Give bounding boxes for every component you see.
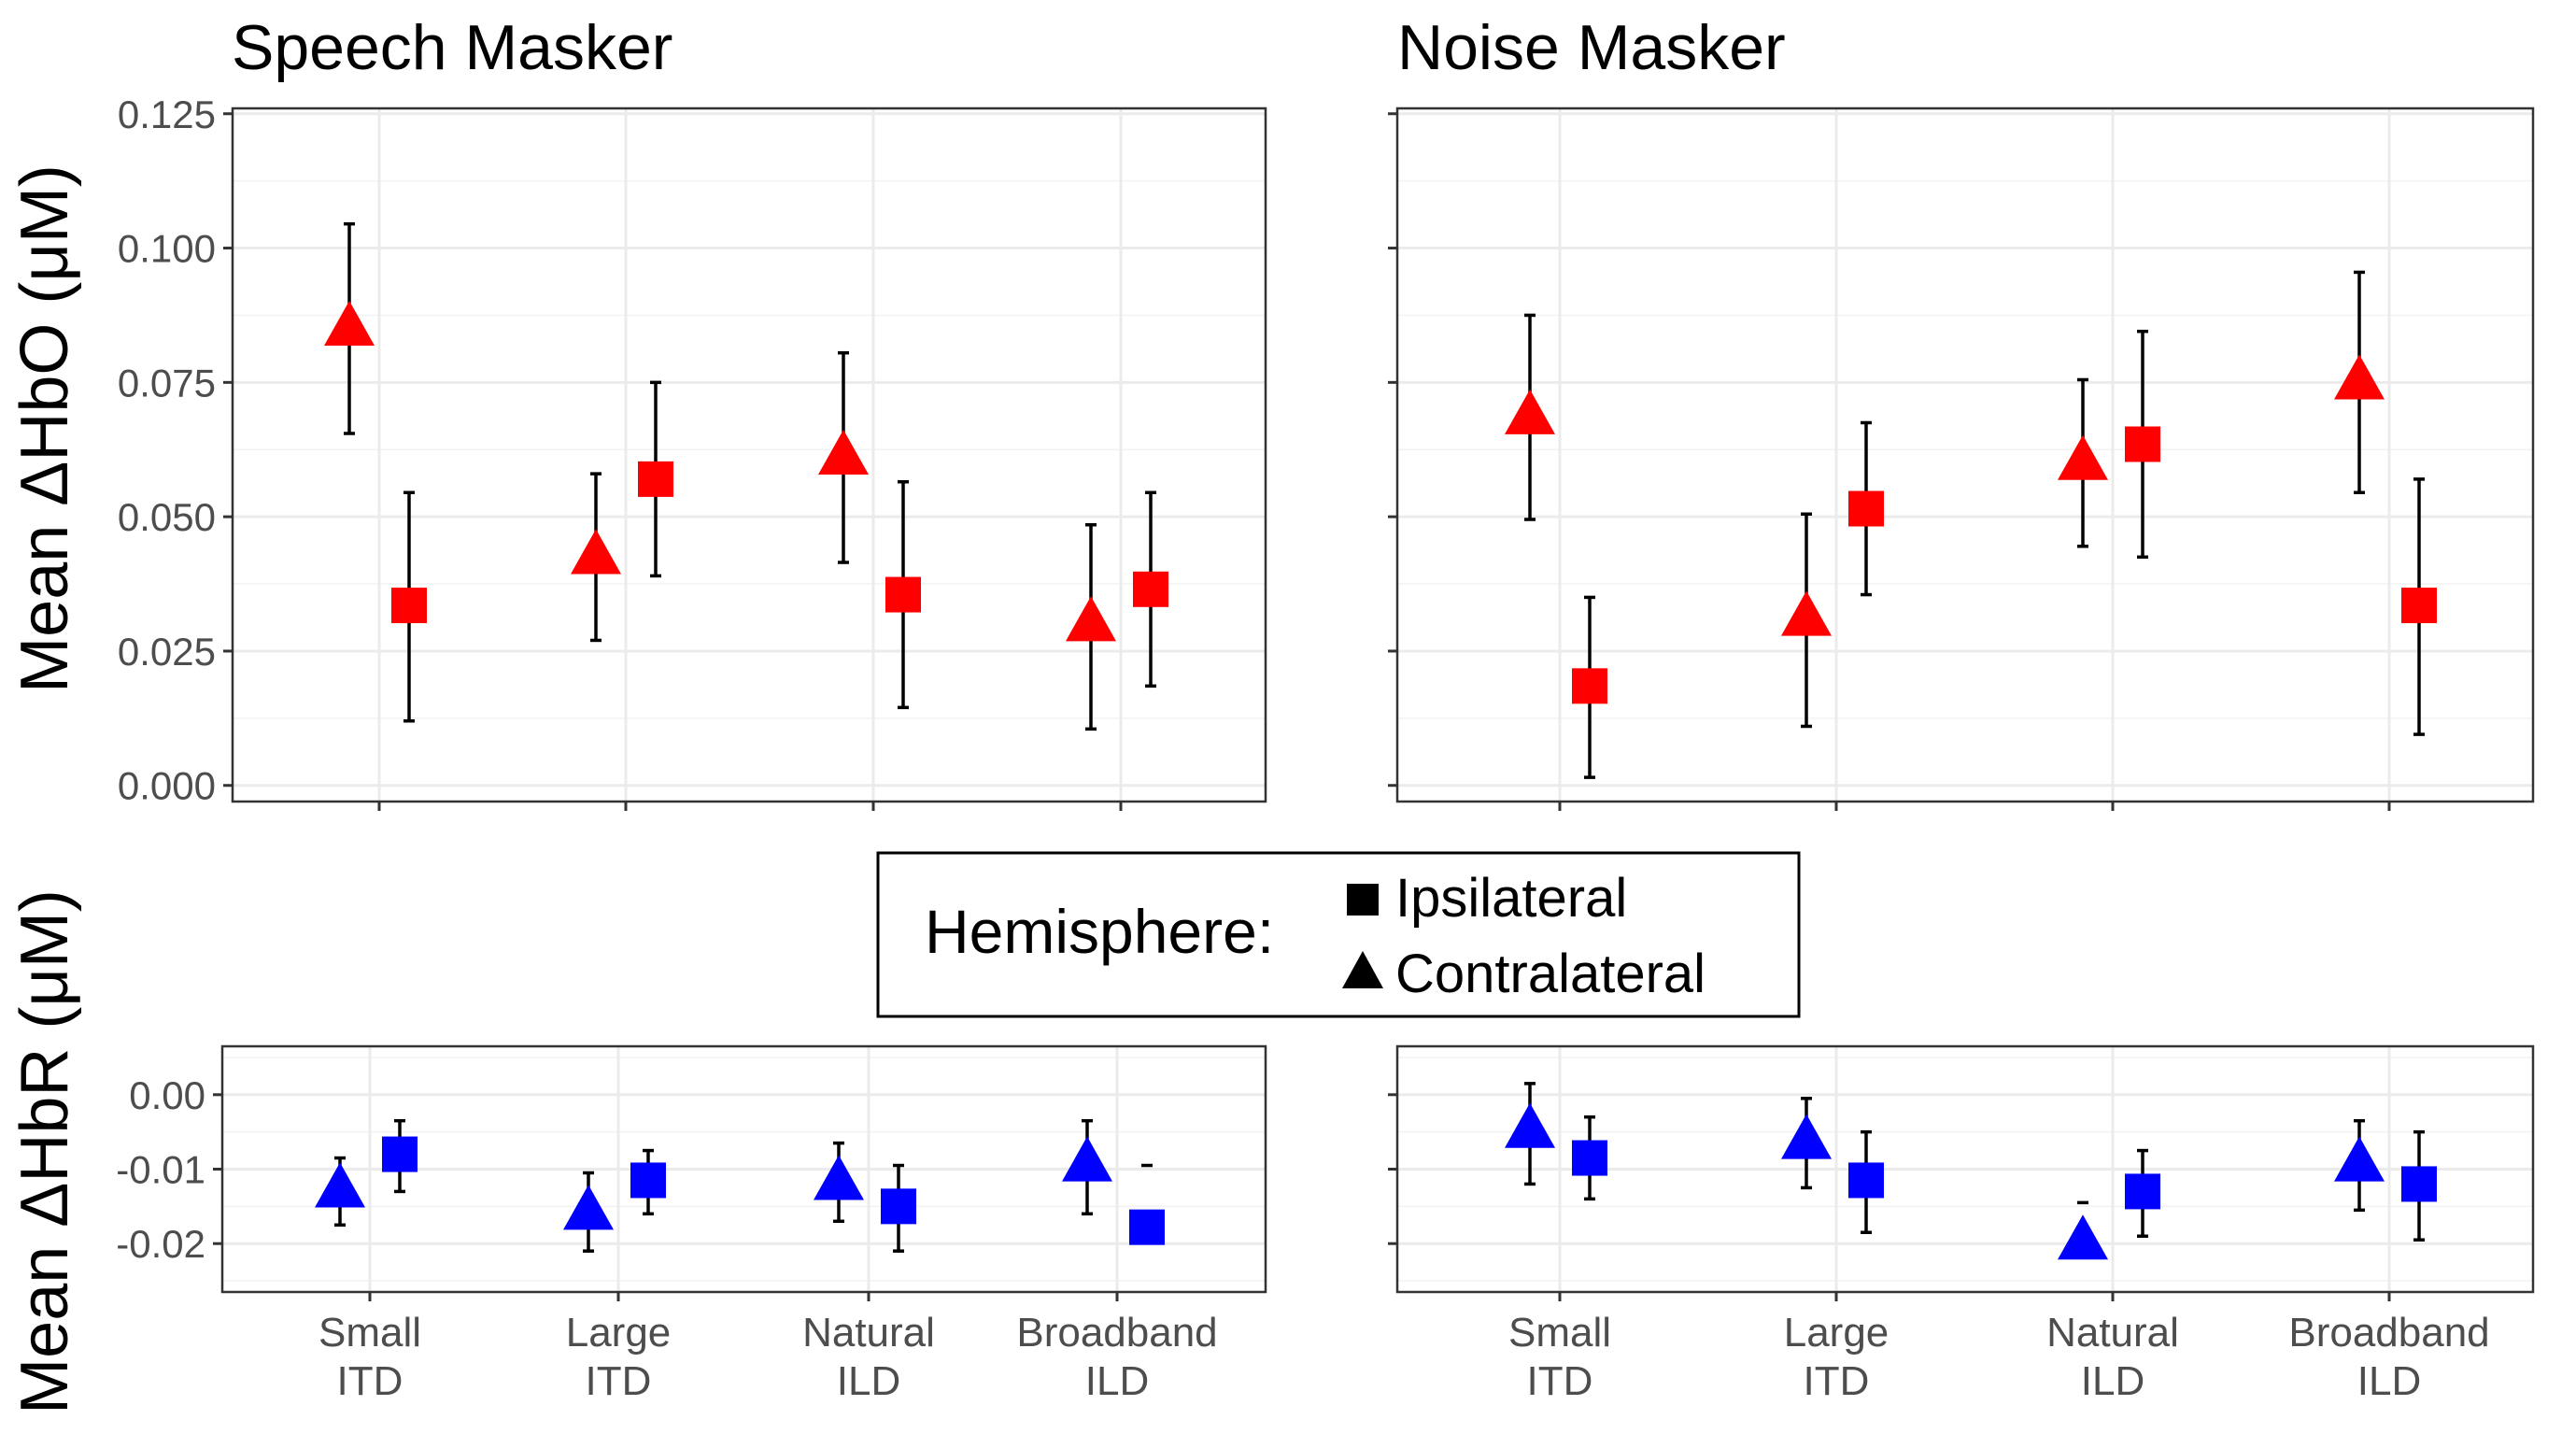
panel-background: [233, 108, 1266, 802]
legend-label-ipsilateral: Ipsilateral: [1395, 868, 1627, 929]
x-tick-label: Natural: [802, 1310, 935, 1356]
ipsilateral-point: [391, 588, 427, 624]
x-tick-label: ITD: [586, 1358, 652, 1404]
y-tick-label: 0.075: [118, 361, 216, 405]
contralateral-point: [2334, 354, 2385, 400]
legend: Hemisphere: Ipsilateral Contralateral: [876, 851, 1801, 1018]
x-tick-label: ILD: [1085, 1358, 1149, 1404]
legend-triangle-icon: [1342, 951, 1383, 988]
x-tick-label: Large: [566, 1310, 672, 1356]
x-tick-label: Large: [1784, 1310, 1890, 1356]
panel-border: [231, 106, 1267, 803]
legend-label-contralateral: Contralateral: [1395, 944, 1706, 1004]
ipsilateral-point: [382, 1136, 418, 1172]
contralateral-point: [563, 1185, 614, 1230]
legend-title: Hemisphere:: [925, 897, 1274, 966]
y-tick-label: 0.025: [118, 630, 216, 674]
ipsilateral-point: [1848, 1162, 1884, 1199]
contralateral-point: [1062, 1136, 1112, 1182]
ipsilateral-point: [638, 461, 673, 497]
ipsilateral-point: [1129, 1209, 1165, 1245]
panel-hbr-speech: 0.00-0.01-0.02SmallITDLargeITDNaturalILD…: [116, 1044, 1267, 1404]
contralateral-point: [315, 1162, 365, 1208]
title-speech-masker: Speech Masker: [232, 12, 672, 83]
x-tick-label: ILD: [2357, 1358, 2421, 1404]
legend-square-icon: [1347, 884, 1379, 916]
x-tick-label: ILD: [837, 1358, 900, 1404]
x-tick-label: ITD: [337, 1358, 403, 1404]
panel-hbo-speech: 0.000 0.025 0.050 0.075 0.100 0.125: [118, 92, 1267, 811]
contralateral-point: [571, 529, 621, 575]
ipsilateral-point: [630, 1162, 666, 1199]
x-tick-label: Natural: [2046, 1310, 2179, 1356]
panel-border: [220, 1044, 1267, 1294]
ipsilateral-point: [2125, 1173, 2160, 1210]
title-noise-masker: Noise Masker: [1397, 12, 1786, 83]
panel-border: [1395, 1044, 2535, 1294]
x-tick-label: Small: [318, 1310, 421, 1356]
contralateral-point: [1781, 1114, 1832, 1159]
y-tick-label: 0.125: [118, 92, 216, 136]
ipsilateral-point: [885, 576, 921, 613]
x-tick-label: ITD: [1804, 1358, 1870, 1404]
ipsilateral-point: [1848, 490, 1884, 527]
x-tick-label: Broadband: [2288, 1310, 2489, 1356]
y-axis-title-hbo: Mean ΔHbO (μM): [7, 164, 82, 693]
contralateral-point: [818, 430, 869, 476]
ipsilateral-point: [2401, 1166, 2437, 1202]
legend-box: [876, 851, 1801, 1018]
ipsilateral-point: [1572, 668, 1607, 704]
contralateral-point: [1505, 1102, 1555, 1148]
ipsilateral-point: [1133, 571, 1168, 607]
y-tick-label: 0.00: [129, 1073, 205, 1117]
y-tick-label: 0.050: [118, 495, 216, 539]
panel-background: [1397, 108, 2533, 802]
contralateral-point: [1066, 596, 1116, 642]
contralateral-point: [814, 1155, 864, 1200]
contralateral-point: [2058, 434, 2108, 480]
ipsilateral-point: [2125, 426, 2160, 462]
contralateral-point: [2334, 1136, 2385, 1182]
contralateral-point: [324, 300, 375, 347]
x-tick-label: Small: [1508, 1310, 1611, 1356]
y-tick-label: -0.02: [116, 1222, 205, 1266]
ipsilateral-point: [1572, 1140, 1607, 1176]
contralateral-point: [1505, 389, 1555, 434]
contralateral-point: [1781, 590, 1832, 636]
ipsilateral-point: [881, 1188, 916, 1225]
contralateral-point: [2058, 1214, 2108, 1260]
x-tick-label: ITD: [1527, 1358, 1593, 1404]
ipsilateral-point: [2401, 588, 2437, 624]
x-tick-label: ILD: [2081, 1358, 2144, 1404]
panel-hbo-noise: [1388, 106, 2535, 811]
x-tick-label: Broadband: [1016, 1310, 1217, 1356]
y-tick-label: -0.01: [116, 1148, 205, 1192]
y-axis-title-hbr: Mean ΔHbR (μM): [7, 889, 82, 1414]
y-tick-label: 0.100: [118, 227, 216, 271]
y-tick-label: 0.000: [118, 764, 216, 808]
panel-border: [1395, 106, 2535, 803]
